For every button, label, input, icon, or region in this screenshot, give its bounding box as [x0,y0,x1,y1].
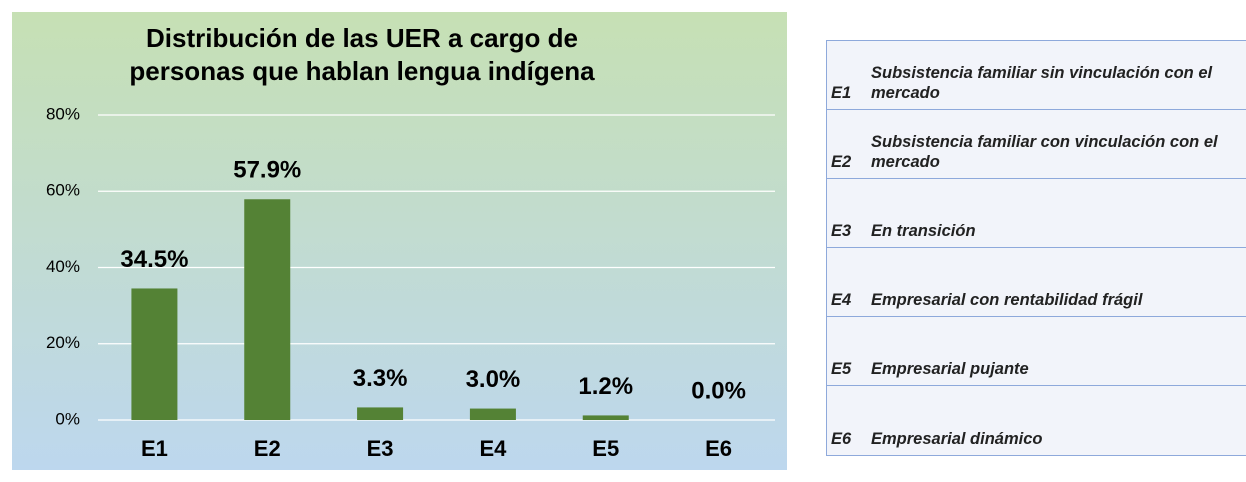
legend-row: E1 Subsistencia familiar sin vinculación … [827,41,1246,110]
y-tick-label: 60% [46,181,80,200]
x-tick-label: E2 [254,436,281,461]
bar [244,199,291,420]
legend-row: E3 En transición [827,179,1246,248]
legend-code: E1 [831,84,852,102]
x-tick-label: E6 [705,436,732,461]
value-label: 3.3% [353,365,408,392]
legend-row: E6 Empresarial dinámico [827,386,1246,455]
legend-row: E2 Subsistencia familiar con vinculación … [827,110,1246,179]
bar [357,407,404,420]
legend-text: En transición [871,222,976,240]
legend-text: Empresarial dinámico [871,430,1043,448]
bar [582,415,629,420]
y-tick-label: 20% [46,333,80,352]
value-label: 0.0% [691,377,746,404]
legend-text: Subsistencia familiar sin vinculación co… [871,64,1213,102]
legend-code: E2 [831,153,852,171]
y-tick-label: 40% [46,257,80,276]
legend-code: E6 [831,430,852,448]
legend-code: E3 [831,222,852,240]
chart-title: personas que hablan lengua indígena [129,56,595,86]
x-tick-label: E4 [479,436,507,461]
value-label: 1.2% [578,373,633,400]
x-tick-label: E5 [592,436,619,461]
chart-title: Distribución de las UER a cargo de [146,23,578,53]
legend-table: E1 Subsistencia familiar sin vinculación … [826,40,1246,456]
value-label: 34.5% [120,246,188,273]
legend-code: E5 [831,360,852,378]
value-label: 3.0% [466,366,521,393]
value-label: 57.9% [233,157,301,184]
legend-code: E4 [831,291,852,309]
chart: Distribución de las UER a cargo de perso… [12,12,787,470]
x-tick-label: E1 [141,436,168,461]
legend-row: E4 Empresarial con rentabilidad frágil [827,248,1246,317]
legend-text: Subsistencia familiar con vinculación co… [871,133,1218,171]
legend-text: Empresarial pujante [871,360,1029,378]
legend-text: Empresarial con rentabilidad frágil [871,291,1143,309]
x-tick-label: E3 [367,436,394,461]
y-tick-label: 0% [55,409,80,428]
legend-row: E5 Empresarial pujante [827,317,1246,386]
bar [131,288,178,420]
bar [469,408,516,420]
y-tick-label: 80% [46,104,80,123]
